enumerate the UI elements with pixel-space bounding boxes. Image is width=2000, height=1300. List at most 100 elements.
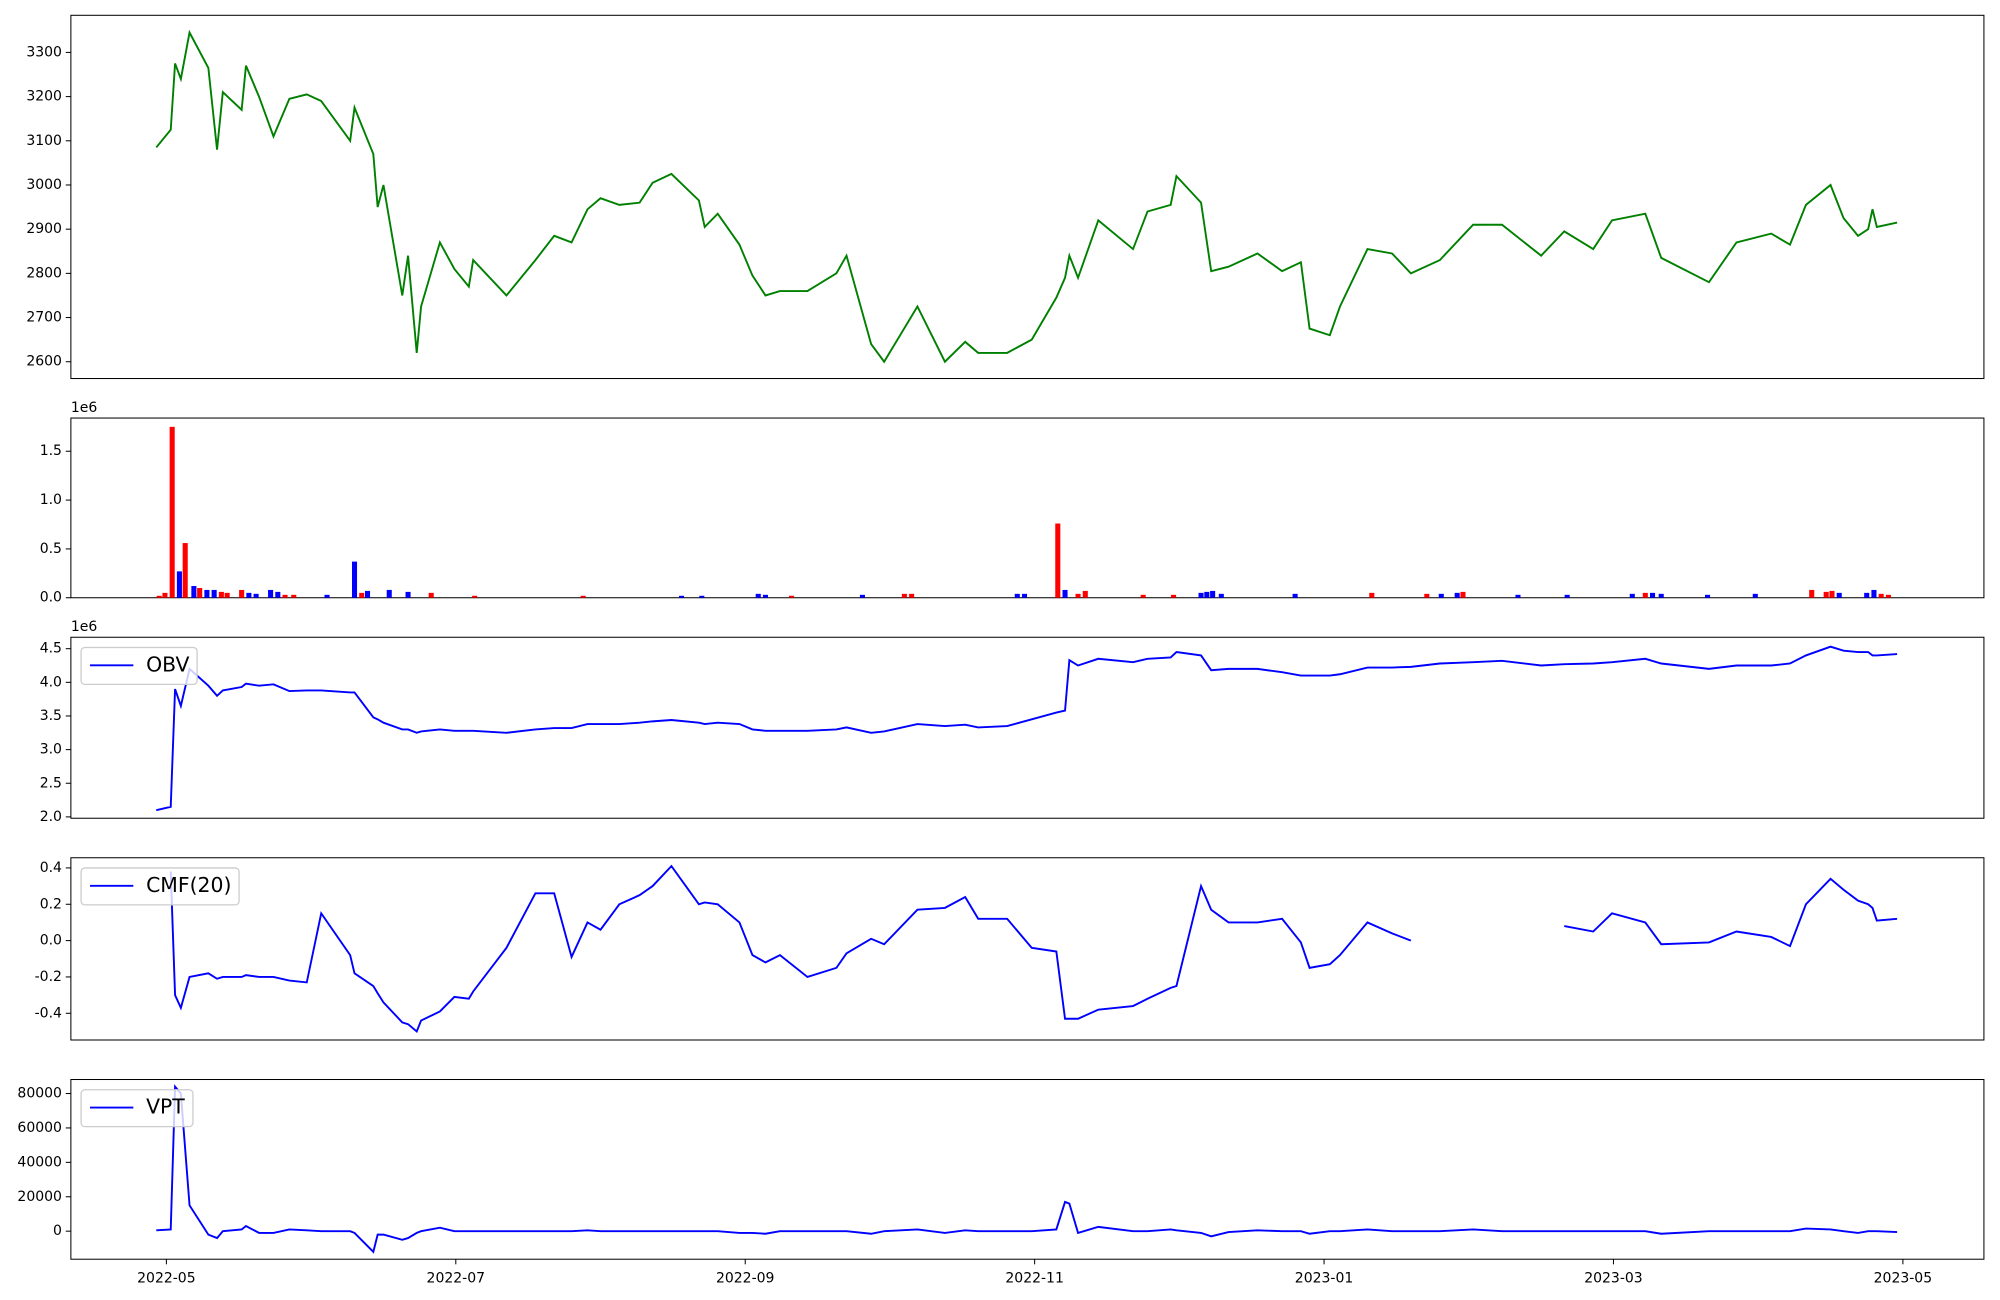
bar [1021,593,1028,598]
bar [246,592,252,598]
bar [211,589,217,598]
bar [1629,593,1635,598]
x-tick-label: 2023-03 [1584,1270,1643,1286]
y-tick-label: 2600 [26,354,62,370]
y-tick-label: 2.5 [40,775,62,791]
bar [1438,593,1444,598]
x-tick-label: 2022-09 [716,1270,775,1286]
y-tick-label: 0 [53,1223,62,1239]
y-tick-label: 4.5 [40,641,62,657]
bar [1885,594,1891,598]
bar [268,589,274,598]
bar [1704,594,1711,598]
bar [405,591,411,598]
bar [1564,594,1570,598]
legend-label: CMF(20) [146,873,231,897]
bar [1454,592,1460,598]
bar [1204,591,1210,598]
x-tick-label: 2022-07 [427,1270,486,1286]
bar [176,571,182,598]
bar [1082,590,1088,598]
bar [218,591,224,598]
bar [365,590,371,598]
plot-area [70,1079,1985,1260]
bar [1424,593,1430,598]
y-tick-label: 80000 [17,1086,62,1102]
legend: OBV [80,646,198,686]
bar [1062,589,1068,598]
y-tick-label: 0.0 [40,590,62,606]
y-tick-label: 3.5 [40,708,62,724]
bar [182,543,188,598]
bar [1369,592,1375,598]
bar [324,594,330,598]
offset-label: 1e6 [71,619,98,635]
bar [1198,592,1204,598]
bar [169,426,175,598]
bar [1752,593,1758,598]
plot-area [70,857,1985,1041]
y-tick-label: 0.5 [40,541,62,557]
bar [909,593,915,598]
panel: 2.0 2.5 3.0 3.5 4.0 4.5 1e6 OBV [40,619,1985,825]
legend: CMF(20) [80,867,240,906]
plot-area [70,636,1985,819]
bar [239,589,245,598]
bar [1218,593,1224,598]
legend-label: VPT [146,1095,185,1119]
bar [275,591,281,598]
bar [156,595,162,598]
bar [1014,593,1020,598]
bar [351,561,358,598]
bar [1055,523,1061,598]
y-tick-label: 3.0 [40,742,62,758]
y-tick-label: 0.2 [40,896,62,912]
y-tick-label: 3300 [26,44,62,60]
y-tick-label: 1.5 [40,443,62,459]
panel: 0.0 0.5 1.0 1.5 1e6 [40,400,1985,606]
bar [282,594,288,598]
line-series [155,29,1898,364]
bar [197,587,203,598]
bar [1809,589,1815,598]
y-tick-label: 60000 [17,1120,62,1136]
x-tick-label: 2022-05 [137,1270,196,1286]
y-tick-label: 2900 [26,221,62,237]
y-tick-label: 2.0 [40,809,62,825]
bar [1836,592,1842,598]
bar [291,594,297,598]
bar [762,594,769,598]
bar [1171,594,1177,598]
bar [1658,593,1664,598]
y-tick-label: -0.2 [35,969,62,985]
line-series [156,1084,1898,1254]
bar [428,592,434,598]
bar [253,593,259,598]
bar [204,589,210,598]
bar [1515,594,1521,598]
x-tick-label: 2022-11 [1005,1270,1064,1286]
y-tick-label: -0.4 [35,1005,62,1021]
bar [788,595,795,598]
panel: 2600 2700 2800 2900 3000 3100 3200 3300 [26,14,1985,380]
bar [1642,592,1648,598]
line-series [156,645,1898,812]
legend-box [80,646,198,686]
bar [1292,593,1298,598]
bar [755,593,761,598]
bar [1871,589,1877,598]
bar [386,589,392,598]
bar [1460,591,1466,598]
bar [859,594,865,598]
panel: 0 20000 40000 60000 80000 2022-05 2022-07 2022-… [17,1079,1985,1286]
y-tick-label: 3100 [26,133,62,149]
legend-box [80,867,240,906]
bar [359,592,365,598]
plot-area [70,417,1985,599]
legend: VPT [80,1089,194,1128]
legend-box [80,1089,194,1128]
bar [1210,590,1216,598]
bar [224,592,230,598]
plot-area [70,14,1985,380]
